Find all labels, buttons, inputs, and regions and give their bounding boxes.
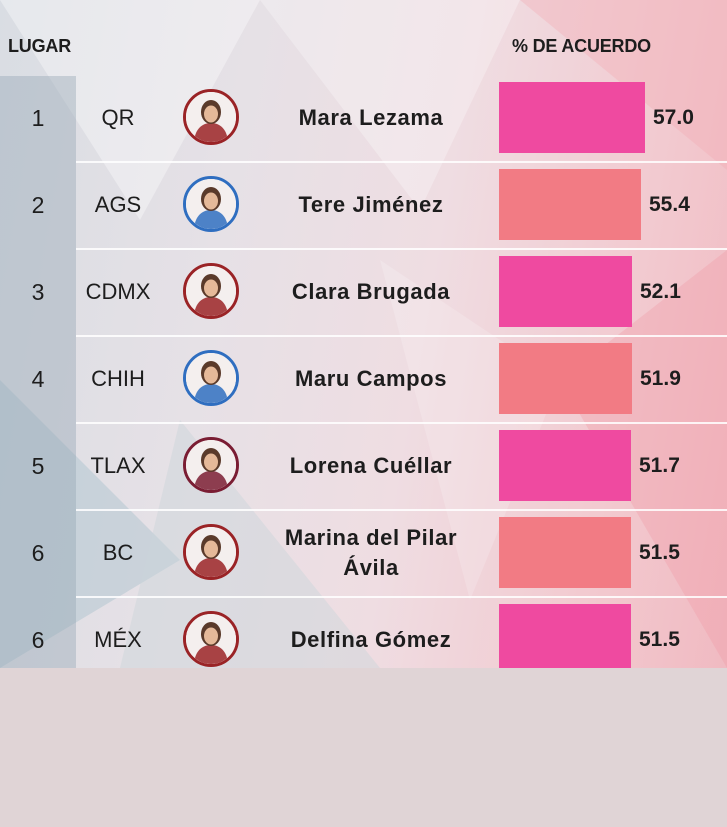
governor-name: Mara Lezama bbox=[298, 105, 444, 131]
rank-column-header: LUGAR bbox=[8, 36, 71, 56]
state-code: CDMX bbox=[85, 279, 151, 304]
state-code: BC bbox=[102, 540, 134, 565]
governor-name: Tere Jiménez bbox=[298, 192, 444, 218]
row-divider bbox=[76, 248, 727, 250]
state-code: TLAX bbox=[90, 453, 146, 478]
table-row: 5 TLAX Lorena Cuéllar 51.7 bbox=[0, 423, 727, 509]
rank-number: 6 bbox=[31, 626, 45, 653]
rank-number: 4 bbox=[31, 365, 45, 392]
table-row: 2 AGS Tere Jiménez 55.4 bbox=[0, 162, 727, 248]
governor-name: Marina del Pilar Ávila bbox=[284, 525, 458, 580]
value-bar bbox=[499, 343, 632, 414]
portrait-icon bbox=[183, 437, 239, 493]
table-row: 6 MÉX Delfina Gómez 51.5 bbox=[0, 597, 727, 683]
table-row: 4 CHIH Maru Campos 51.9 bbox=[0, 336, 727, 422]
value-label: 52.1 bbox=[640, 280, 681, 303]
governor-name: Maru Campos bbox=[294, 366, 448, 392]
portrait-icon bbox=[183, 524, 239, 580]
state-code: CHIH bbox=[91, 366, 145, 391]
state-code: MÉX bbox=[94, 627, 142, 652]
rank-column-band bbox=[0, 76, 76, 668]
portrait-icon bbox=[183, 263, 239, 319]
portrait-icon bbox=[183, 89, 239, 145]
table-row: 6 BC Marina del Pilar Ávila 51.5 bbox=[0, 510, 727, 596]
value-label: 51.5 bbox=[639, 628, 680, 651]
value-label: 57.0 bbox=[653, 106, 694, 129]
portrait-icon bbox=[183, 176, 239, 232]
table-row: 1 QR Mara Lezama 57.0 bbox=[0, 75, 727, 161]
value-column-header: % DE ACUERDO bbox=[512, 36, 651, 56]
state-code: QR bbox=[101, 105, 135, 130]
governor-name: Lorena Cuéllar bbox=[289, 453, 453, 479]
value-label: 51.7 bbox=[639, 454, 680, 477]
value-bar bbox=[499, 256, 632, 327]
rank-number: 1 bbox=[31, 104, 45, 131]
rank-number: 5 bbox=[31, 452, 45, 479]
value-label: 55.4 bbox=[649, 193, 690, 216]
row-divider bbox=[76, 422, 727, 424]
rank-number: 6 bbox=[31, 539, 45, 566]
value-bar bbox=[499, 169, 641, 240]
bottom-band bbox=[0, 668, 727, 827]
state-code: AGS bbox=[94, 192, 142, 217]
value-bar bbox=[499, 604, 631, 675]
governor-name: Delfina Gómez bbox=[290, 627, 452, 653]
row-divider bbox=[76, 596, 727, 598]
portrait-icon bbox=[183, 350, 239, 406]
value-label: 51.5 bbox=[639, 541, 680, 564]
table-row: 3 CDMX Clara Brugada 52.1 bbox=[0, 249, 727, 335]
value-bar bbox=[499, 517, 631, 588]
portrait-icon bbox=[183, 611, 239, 667]
row-divider bbox=[76, 335, 727, 337]
row-divider bbox=[76, 509, 727, 511]
row-divider bbox=[76, 161, 727, 163]
value-bar bbox=[499, 430, 631, 501]
value-label: 51.9 bbox=[640, 367, 681, 390]
governor-name: Clara Brugada bbox=[291, 279, 451, 305]
rank-number: 3 bbox=[31, 278, 45, 305]
value-bar bbox=[499, 82, 645, 153]
rank-number: 2 bbox=[31, 191, 45, 218]
